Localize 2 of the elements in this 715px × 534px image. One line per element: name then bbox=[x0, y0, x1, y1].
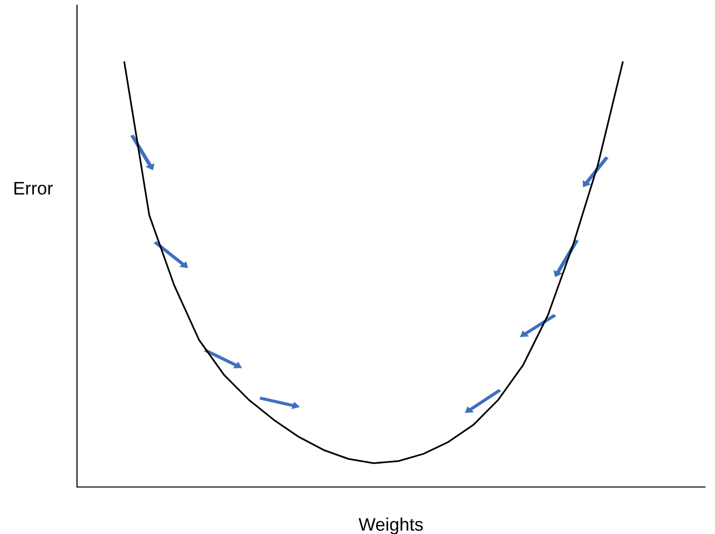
y-axis-title: Error bbox=[14, 182, 53, 195]
x-axis-title: Weights bbox=[358, 518, 423, 534]
